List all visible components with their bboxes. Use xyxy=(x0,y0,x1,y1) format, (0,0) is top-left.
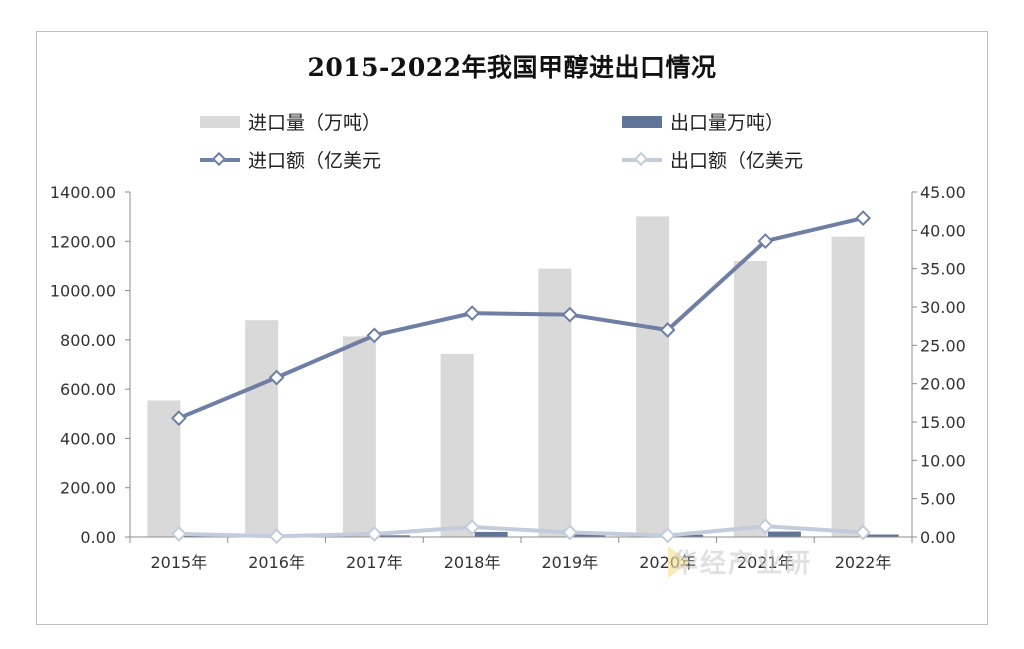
legend-label-import-value: 进口额（亿美元 xyxy=(248,150,382,172)
bar-import-volume xyxy=(147,400,181,537)
y-right-tick-label: 35.00 xyxy=(920,260,966,279)
point-import-value xyxy=(170,410,187,427)
y-left-tick-label: 200.00 xyxy=(60,479,116,498)
y-right-tick-label: 5.00 xyxy=(920,490,956,509)
y-right-tick-label: 45.00 xyxy=(920,183,966,202)
bar-export-volume xyxy=(376,535,410,537)
watermark-logo xyxy=(668,546,690,578)
y-right-tick-label: 20.00 xyxy=(920,375,966,394)
bar-import-volume xyxy=(440,353,474,537)
chart-title: 2015-2022年我国甲醇进出口情况 xyxy=(307,53,717,82)
point-export-value xyxy=(757,518,774,535)
watermark-text: 华经产业研 xyxy=(672,549,813,579)
point-import-value xyxy=(757,233,774,249)
point-import-value xyxy=(561,306,578,323)
y-left-tick-label: 1200.00 xyxy=(50,232,116,251)
x-tick-label: 2022年 xyxy=(835,553,892,572)
legend-swatch-import-volume xyxy=(200,115,240,128)
y-left-tick-label: 800.00 xyxy=(60,331,116,350)
bar-import-volume xyxy=(636,216,670,537)
y-right-tick-label: 40.00 xyxy=(920,221,966,240)
x-tick-label: 2017年 xyxy=(346,553,403,572)
point-import-value xyxy=(268,369,285,386)
y-left-tick-label: 400.00 xyxy=(60,429,116,448)
legend-swatch-import-value xyxy=(200,151,240,167)
y-right-tick-label: 30.00 xyxy=(920,298,966,317)
point-export-value xyxy=(561,524,578,541)
y-left-tick-label: 1000.00 xyxy=(50,282,116,301)
y-right-tick-label: 10.00 xyxy=(920,451,966,470)
legend-import-value: 进口额（亿美元 xyxy=(200,146,381,173)
x-tick-label: 2015年 xyxy=(151,553,208,572)
y-right-tick-label: 15.00 xyxy=(920,413,966,432)
point-export-value xyxy=(366,526,383,542)
y-left-tick-label: 600.00 xyxy=(60,380,116,399)
line-export-value xyxy=(178,524,864,539)
bar-export-volume xyxy=(670,534,704,537)
legend-label-export-value: 出口额（亿美元 xyxy=(670,150,804,172)
point-import-value xyxy=(659,322,676,338)
point-export-value xyxy=(855,524,872,541)
point-import-value xyxy=(464,305,481,322)
point-export-value xyxy=(464,519,481,535)
point-import-value xyxy=(855,210,872,226)
legend-label-import-volume: 进口量（万吨） xyxy=(248,112,382,134)
chart-frame xyxy=(36,31,988,625)
y-right-tick-label: 0.00 xyxy=(920,528,956,547)
legend-import-volume: 进口量（万吨） xyxy=(200,108,381,135)
bar-import-volume xyxy=(538,268,572,537)
point-export-value xyxy=(659,527,676,544)
x-tick-label: 2018年 xyxy=(444,553,501,572)
legend-export-volume: 出口量万吨） xyxy=(622,108,784,135)
legend-export-value: 出口额（亿美元 xyxy=(622,146,803,173)
bar-import-volume xyxy=(733,261,767,537)
y-left-tick-label: 0.00 xyxy=(80,528,116,547)
bar-import-volume xyxy=(342,336,376,537)
point-export-value xyxy=(268,528,285,545)
y-right-tick-label: 25.00 xyxy=(920,336,966,355)
x-tick-label: 2019年 xyxy=(542,553,599,572)
bar-export-volume xyxy=(474,531,508,537)
point-export-value xyxy=(170,526,187,542)
bar-import-volume xyxy=(831,236,865,537)
x-tick-label: 2016年 xyxy=(248,553,305,572)
legend-swatch-export-volume xyxy=(622,115,662,128)
line-import-value xyxy=(178,216,864,421)
y-left-tick-label: 1400.00 xyxy=(50,183,116,202)
bar-export-volume xyxy=(865,534,899,537)
legend-swatch-export-value xyxy=(622,151,662,167)
legend-label-export-volume: 出口量万吨） xyxy=(670,112,785,134)
bar-export-volume xyxy=(572,533,606,537)
bar-import-volume xyxy=(245,320,279,537)
point-import-value xyxy=(366,327,383,344)
x-tick-label: 2021年 xyxy=(737,553,794,572)
bar-export-volume xyxy=(767,531,801,537)
